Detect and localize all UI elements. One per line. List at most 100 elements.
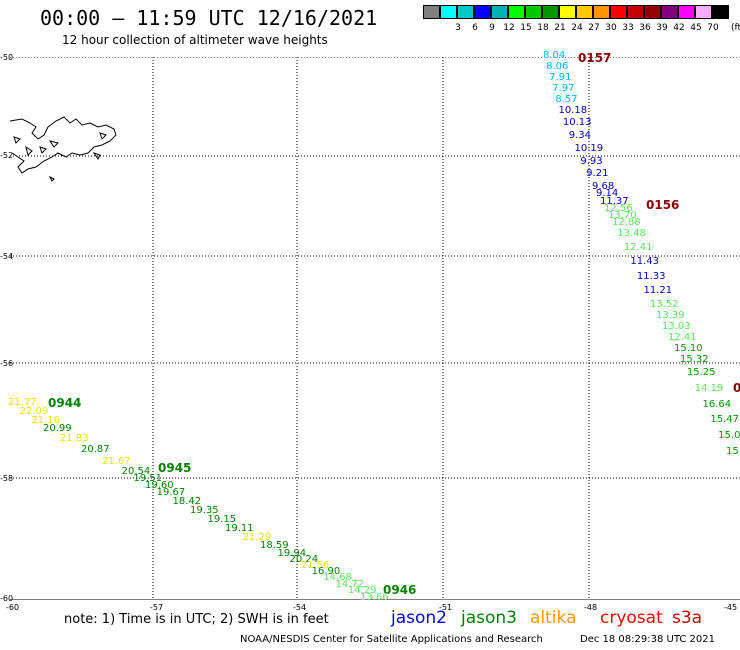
lon-label: -54 [293,603,307,612]
wave-height-value: 18.59 [260,539,289,551]
scale-label: 6 [472,23,478,33]
wave-height-value: 9.14 [596,188,619,200]
lat-label: -54 [0,252,14,261]
pass-label: 0157 [578,51,612,65]
wave-height-value: 11.43 [630,256,659,268]
scale-swatch [644,5,661,19]
wave-height-value: 9.93 [580,155,603,167]
scale-swatch [678,5,695,19]
wave-height-value: 15.0 [718,430,740,442]
wave-height-value: 9.34 [568,130,591,142]
wave-height-value: 19.67 [156,487,186,498]
wave-height-value: 20.24 [289,554,319,565]
satellite-legend-item: jason3 [461,608,517,628]
wave-height-value: 20.54 [121,466,151,477]
wave-height-value: 10.18 [558,105,588,117]
wave-height-value: 13.70 [608,210,637,222]
wave-height-value: 11.37 [600,195,629,207]
wave-height-value: 20.99 [43,423,72,435]
scale-swatch [661,5,678,19]
wave-height-value: 16.64 [702,398,732,410]
scale-swatch [610,5,627,19]
wave-height-value: 13.48 [617,228,646,240]
satellite-legend-item: jason2 [391,608,447,628]
scale-label: 33 [622,23,634,33]
scale-label: 39 [656,23,668,33]
pass-label: 0156 [646,198,680,212]
scale-swatch [542,5,559,19]
scale-label: 3 [455,23,461,33]
wave-height-value: 14.29 [347,585,377,597]
scale-swatch [593,5,610,19]
scale-swatch [491,5,508,19]
wave-height-value: 12.56 [604,202,633,214]
wave-height-value: 18.42 [172,495,202,507]
wave-height-value: 7.91 [549,72,572,84]
scale-unit: (ft) [731,23,740,33]
scale-label: 9 [489,23,495,33]
wave-height-value: 16.90 [311,565,341,577]
wave-height-value: 21.67 [102,455,131,467]
scale-swatch [508,5,525,19]
footer-timestamp: Dec 18 08:29:38 UTC 2021 [580,634,715,645]
wave-height-value: 21.77 [8,397,37,408]
wave-height-value: 19.94 [277,547,307,559]
scale-label: 45 [690,23,702,33]
pass-label: 0946 [383,583,417,597]
wave-height-value: 9.21 [586,168,609,180]
wave-height-value: 10.13 [562,117,592,129]
pass-label: 0944 [48,396,82,410]
scale-swatch [695,5,712,19]
scale-swatch [559,5,576,19]
wave-height-value: 19.15 [207,514,237,526]
wave-height-value: 14.72 [335,578,365,590]
scale-label: 18 [537,23,549,33]
scale-swatch [712,5,729,19]
satellite-legend-item: cryosat [600,608,663,628]
lon-label: -48 [584,603,598,612]
wave-height-value: 14.68 [323,571,352,583]
wave-height-value: 13.52 [650,299,679,310]
footer-credit: NOAA/NESDIS Center for Satellite Applica… [240,634,543,645]
wave-height-value: 21.83 [60,433,89,445]
scale-swatch [576,5,593,19]
scale-label: 42 [673,23,685,33]
scale-swatch [457,5,474,19]
wave-height-value: 21.16 [31,414,60,426]
wave-height-value: 12.88 [612,217,641,229]
wave-height-value: 15.47 [710,414,739,426]
wave-height-value: 19.11 [225,523,254,535]
wave-height-value: 15.10 [674,342,703,354]
scale-label: 36 [639,23,651,33]
wave-height-value: 15.25 [686,366,716,378]
scale-label: 70 [707,23,719,33]
wave-height-value: 13.39 [656,309,685,321]
wave-height-value: 21.29 [242,531,272,543]
wave-height-value: 15.32 [680,353,709,365]
scale-label: 24 [571,23,583,33]
wave-height-value: 21.56 [300,559,330,571]
wave-height-value: 8.04 [543,50,566,61]
scale-label: 15 [520,23,532,33]
wave-height-value: 22.09 [19,405,49,417]
wave-height-value: 12.41 [623,242,653,254]
wave-height-value: 12.41 [668,331,697,343]
wave-height-value: 15 [726,446,739,457]
lon-label: -51 [439,603,453,612]
page-subtitle: 12 hour collection of altimeter wave hei… [62,33,328,47]
wave-height-value: 19.51 [133,473,162,484]
wave-height-value: 11.21 [643,284,673,296]
wave-height-value: 7.97 [552,83,575,95]
scale-swatch [627,5,644,19]
note-text: note: 1) Time is in UTC; 2) SWH is in fe… [64,612,329,627]
wave-height-value: 13.03 [662,320,691,332]
scale-label: 12 [503,23,515,33]
page-title: 00:00 – 11:59 UTC 12/16/2021 [40,6,378,30]
wave-height-value: 9.68 [592,181,615,192]
scale-swatch [423,5,440,19]
lon-label: -45 [724,603,738,612]
wave-height-value: 13.66 [360,592,389,603]
wave-height-value: 20.87 [81,444,110,456]
lat-label: -58 [0,474,14,483]
